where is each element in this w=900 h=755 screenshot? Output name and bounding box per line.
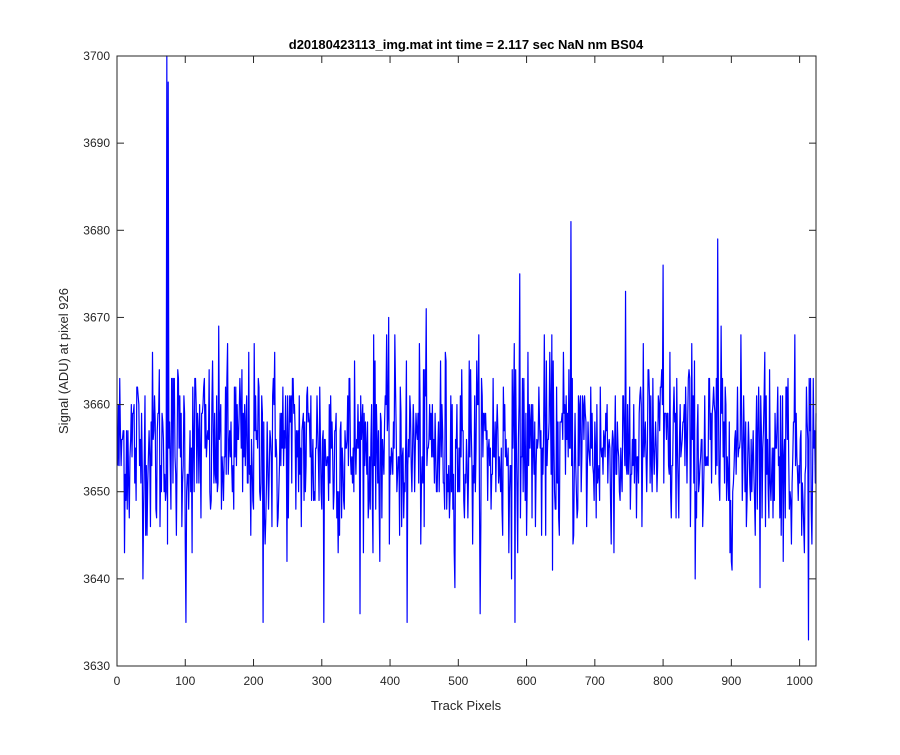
x-tick-label: 500 bbox=[448, 674, 468, 688]
x-tick-label: 200 bbox=[244, 674, 264, 688]
y-tick-label: 3680 bbox=[83, 223, 110, 237]
x-tick-label: 300 bbox=[312, 674, 332, 688]
y-tick-label: 3690 bbox=[83, 136, 110, 150]
x-tick-label: 100 bbox=[175, 674, 195, 688]
signal-series-line bbox=[117, 55, 817, 641]
chart-title: d20180423113_img.mat int time = 2.117 se… bbox=[289, 37, 644, 52]
plot-area-background bbox=[117, 56, 816, 666]
y-axis-ticks: 3630 3640 3650 3660 3670 3680 3690 3700 bbox=[83, 49, 816, 673]
x-tick-label: 1000 bbox=[786, 674, 813, 688]
y-tick-label: 3660 bbox=[83, 398, 110, 412]
y-tick-label: 3700 bbox=[83, 49, 110, 63]
series-layer bbox=[117, 55, 817, 641]
y-tick-label: 3670 bbox=[83, 310, 110, 324]
x-axis-ticks: 0 100 200 300 400 500 600 700 800 900 1000 bbox=[114, 56, 813, 688]
y-tick-label: 3640 bbox=[83, 572, 110, 586]
y-axis-label: Signal (ADU) at pixel 926 bbox=[56, 288, 71, 434]
plot-area-frame bbox=[116, 55, 817, 667]
x-tick-label: 400 bbox=[380, 674, 400, 688]
y-tick-label: 3630 bbox=[83, 659, 110, 673]
x-tick-label: 0 bbox=[114, 674, 121, 688]
x-tick-label: 800 bbox=[653, 674, 673, 688]
x-tick-label: 600 bbox=[517, 674, 537, 688]
x-tick-label: 900 bbox=[721, 674, 741, 688]
x-tick-label: 700 bbox=[585, 674, 605, 688]
x-axis-label: Track Pixels bbox=[431, 698, 502, 713]
y-tick-label: 3650 bbox=[83, 485, 110, 499]
